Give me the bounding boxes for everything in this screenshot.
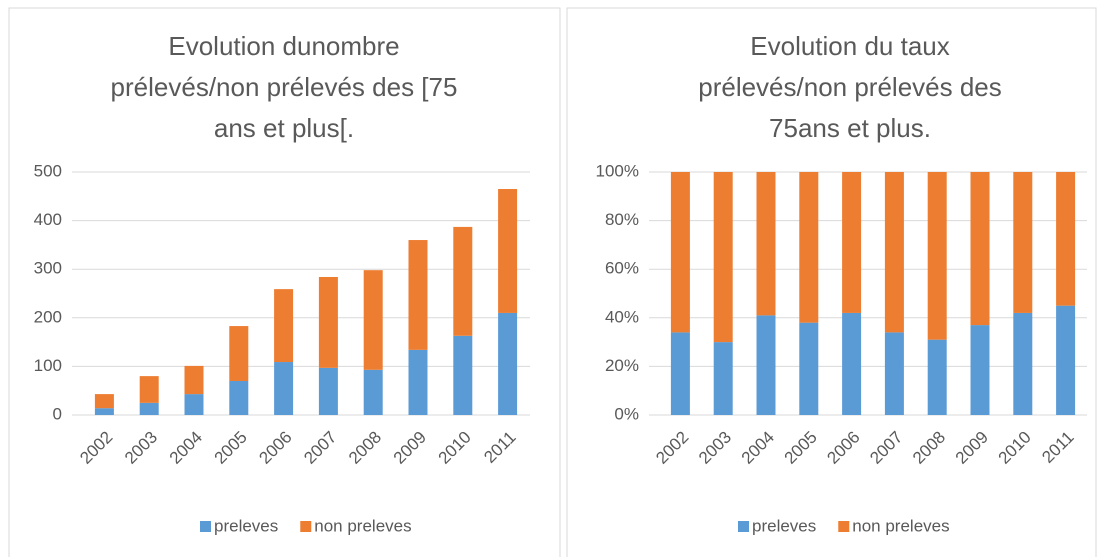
y-tick-label: 200 <box>34 307 62 326</box>
bar <box>713 342 733 415</box>
x-tick-label: 2002 <box>652 428 692 468</box>
x-tick-label: 2010 <box>435 428 475 468</box>
chart-title: ans et plus[. <box>214 113 354 143</box>
bar <box>139 376 159 403</box>
bar <box>184 365 204 395</box>
legend-swatch <box>838 521 850 532</box>
bar <box>453 335 473 415</box>
bar <box>884 332 904 415</box>
x-tick-label: 2007 <box>300 428 340 468</box>
bar <box>363 270 383 370</box>
bar <box>274 289 294 363</box>
bar <box>842 172 862 313</box>
chart-title: Evolution dunombre <box>168 31 399 61</box>
x-tick-label: 2004 <box>166 428 206 468</box>
x-tick-label: 2007 <box>866 428 906 468</box>
y-tick-label: 500 <box>34 161 62 180</box>
bar <box>408 240 428 350</box>
bar <box>799 172 819 323</box>
x-tick-label: 2004 <box>738 428 778 468</box>
bar <box>927 339 947 415</box>
x-tick-label: 2005 <box>211 428 251 468</box>
x-tick-label: 2008 <box>909 428 949 468</box>
x-tick-label: 2011 <box>480 428 519 467</box>
x-tick-label: 2003 <box>121 428 161 468</box>
bar <box>94 408 114 415</box>
bar <box>274 362 294 415</box>
bar <box>318 367 338 415</box>
legend-label: non preleves <box>314 516 411 535</box>
bar <box>229 326 249 381</box>
legend-label: preleves <box>752 516 816 535</box>
legend-swatch <box>200 521 211 532</box>
x-tick-label: 2011 <box>1038 428 1077 467</box>
chart-title: Evolution du taux <box>750 31 949 61</box>
x-tick-label: 2009 <box>952 428 992 468</box>
bar <box>756 315 776 415</box>
bar <box>670 172 690 333</box>
bar <box>842 312 862 415</box>
y-tick-label: 0% <box>614 404 639 423</box>
bar <box>756 172 776 316</box>
x-tick-label: 2008 <box>345 428 385 468</box>
x-tick-label: 2006 <box>255 428 295 468</box>
x-tick-label: 2005 <box>781 428 821 468</box>
bar <box>970 172 990 326</box>
y-tick-label: 100 <box>34 356 62 375</box>
bar <box>498 189 518 313</box>
bar <box>799 322 819 415</box>
legend-label: preleves <box>214 516 278 535</box>
bar <box>318 276 338 368</box>
legend-swatch <box>738 521 749 532</box>
legend-swatch <box>300 521 312 532</box>
bar <box>927 172 947 340</box>
chart-title: prélevés/non prélevés des <box>698 72 1002 102</box>
panel-border <box>566 7 1097 557</box>
bar <box>1013 172 1033 313</box>
x-tick-label: 2010 <box>995 428 1035 468</box>
x-tick-label: 2003 <box>695 428 735 468</box>
y-tick-label: 400 <box>34 210 62 229</box>
bar <box>184 394 204 415</box>
x-tick-label: 2006 <box>823 428 863 468</box>
bar <box>94 394 114 409</box>
bar <box>408 349 428 415</box>
y-tick-label: 300 <box>34 259 62 278</box>
bar <box>1056 305 1076 415</box>
y-tick-label: 20% <box>605 356 639 375</box>
bar <box>970 325 990 415</box>
panel-border <box>8 7 561 557</box>
bar <box>139 402 159 415</box>
bar <box>363 369 383 415</box>
y-tick-label: 40% <box>605 307 639 326</box>
bar <box>1056 172 1076 306</box>
x-tick-label: 2009 <box>390 428 430 468</box>
y-tick-label: 60% <box>605 259 639 278</box>
y-tick-label: 80% <box>605 210 639 229</box>
bar <box>670 332 690 415</box>
chart-title: prélevés/non prélevés des [75 <box>111 72 458 102</box>
x-tick-label: 2002 <box>76 428 116 468</box>
y-tick-label: 0 <box>53 404 62 423</box>
bar <box>1013 312 1033 415</box>
bar <box>498 312 518 415</box>
bar <box>713 172 733 343</box>
chart-title: 75ans et plus. <box>769 113 931 143</box>
y-tick-label: 100% <box>596 161 639 180</box>
bar <box>453 226 473 336</box>
bar <box>229 380 249 415</box>
bar <box>884 172 904 333</box>
legend-label: non preleves <box>852 516 949 535</box>
